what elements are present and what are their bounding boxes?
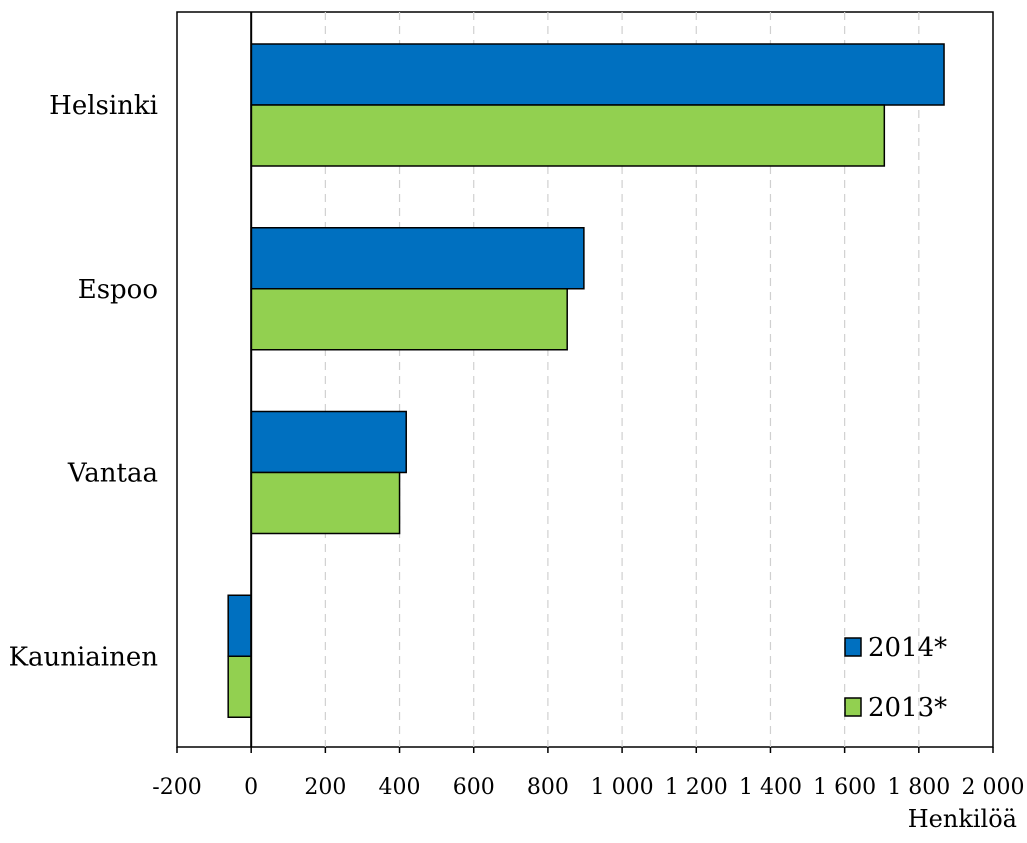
x-axis-title: Henkilöä — [908, 805, 1017, 833]
gridlines — [324, 12, 920, 747]
x-tick-label: 1 000 — [591, 775, 654, 800]
x-tick-label: 1 600 — [813, 775, 876, 800]
bar-vantaa-2013 — [250, 471, 401, 535]
legend-swatch — [844, 637, 862, 657]
x-tick-label: 1 400 — [739, 775, 802, 800]
legend-swatch — [844, 697, 862, 717]
x-axis-ticks — [176, 747, 994, 753]
bar-helsinki-2013 — [250, 104, 886, 167]
x-tick-label: 200 — [304, 775, 346, 800]
x-tick-label: 400 — [379, 775, 421, 800]
category-label: Vantaa — [67, 459, 158, 489]
bar-helsinki-2014 — [250, 43, 945, 106]
category-label: Kauniainen — [9, 642, 159, 672]
category-label: Espoo — [78, 275, 158, 305]
x-axis-tick-labels: -200 0 200 400 600 800 1 000 1 200 1 400 1 600 1 8… — [152, 775, 1024, 800]
bar-kauniainen-2014 — [227, 594, 252, 657]
x-tick-label: 1 800 — [887, 775, 950, 800]
bars — [227, 43, 945, 718]
bar-vantaa-2014 — [250, 410, 407, 474]
bar-kauniainen-2013 — [227, 655, 252, 718]
x-tick-label: 2 000 — [962, 775, 1025, 800]
x-tick-label: 1 200 — [665, 775, 728, 800]
category-labels: Helsinki Espoo Vantaa Kauniainen — [9, 91, 159, 672]
x-tick-label: 600 — [453, 775, 495, 800]
bar-espoo-2013 — [250, 288, 568, 351]
x-tick-label: 0 — [244, 775, 258, 800]
legend-label: 2013* — [868, 693, 947, 723]
legend: 2014* 2013* — [844, 633, 947, 723]
x-tick-label: 800 — [527, 775, 569, 800]
bar-espoo-2014 — [250, 227, 585, 290]
x-tick-label: -200 — [152, 775, 201, 800]
legend-label: 2014* — [868, 633, 947, 663]
category-label: Helsinki — [49, 91, 158, 121]
